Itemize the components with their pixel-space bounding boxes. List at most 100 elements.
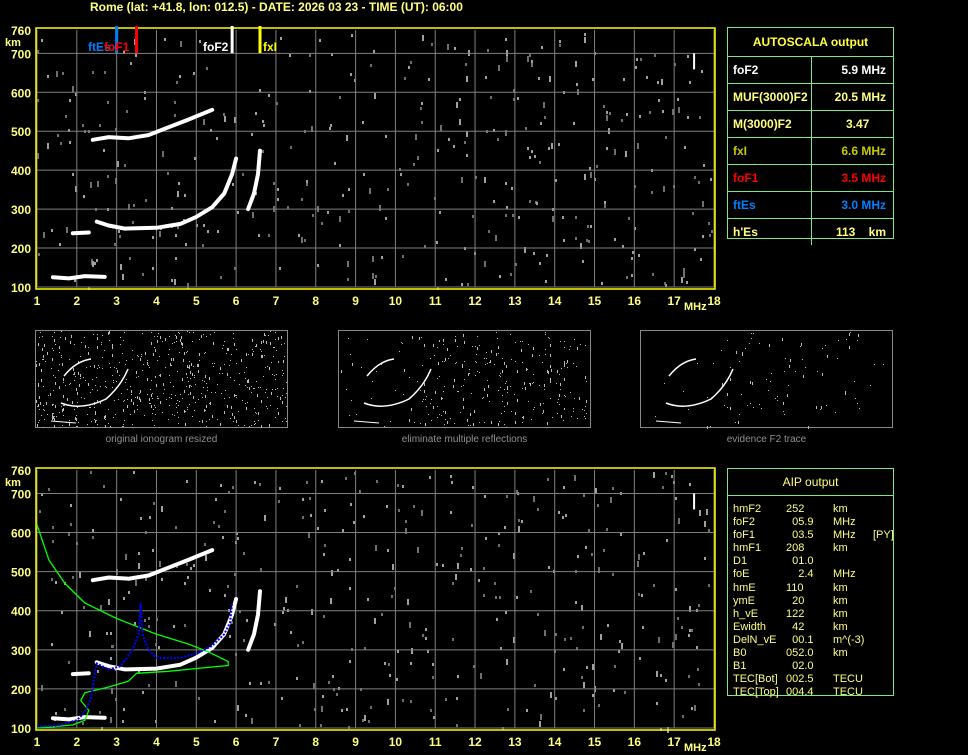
noise-dot <box>550 378 551 381</box>
y-tick-label: 760 <box>11 464 31 478</box>
autoscala-row: M(3000)F2 3.47 <box>728 111 893 138</box>
noise-dot <box>117 370 118 373</box>
noise-dot <box>285 597 287 603</box>
noise-dot <box>513 553 515 559</box>
noise-dot <box>198 697 200 700</box>
noise-dot <box>407 183 409 186</box>
noise-dot <box>745 348 746 349</box>
noise-dot <box>800 346 801 347</box>
noise-dot <box>128 591 130 594</box>
noise-dot <box>199 360 200 361</box>
noise-dot <box>270 331 271 332</box>
noise-dot <box>560 341 561 342</box>
noise-dot <box>443 411 444 412</box>
noise-dot <box>81 342 82 343</box>
noise-dot <box>540 122 542 125</box>
noise-dot <box>816 406 817 409</box>
noise-dot <box>567 360 568 363</box>
noise-dot <box>187 409 188 410</box>
noise-dot <box>439 211 441 214</box>
noise-dot <box>52 404 53 405</box>
autoscala-row: foF2 5.9 MHz <box>728 57 893 84</box>
noise-dot <box>282 611 284 614</box>
noise-dot <box>753 407 754 408</box>
aip-row: TEC[Bot] 002.5 TECU <box>733 673 894 686</box>
noise-dot <box>38 343 39 346</box>
aip-cell: 004.4 <box>786 686 814 699</box>
noise-dot <box>413 163 415 166</box>
noise-dot <box>347 278 349 281</box>
noise-dot <box>582 260 584 263</box>
noise-dot <box>724 405 725 406</box>
noise-dot <box>674 63 676 66</box>
noise-dot <box>77 402 78 403</box>
noise-dot <box>783 402 784 405</box>
noise-dot <box>233 333 234 334</box>
autoscala-row: fxI 6.6 MHz <box>728 138 893 165</box>
noise-dot <box>242 173 244 176</box>
noise-dot <box>550 380 551 383</box>
noise-dot <box>60 142 62 145</box>
noise-dot <box>179 333 180 334</box>
noise-dot <box>139 393 140 394</box>
noise-dot <box>123 51 125 54</box>
noise-dot <box>176 336 177 339</box>
noise-dot <box>275 339 276 340</box>
noise-dot <box>373 50 375 53</box>
noise-dot <box>244 372 245 373</box>
aip-cell: h_vE <box>733 607 759 620</box>
noise-dot <box>52 413 53 416</box>
noise-dot <box>850 332 851 333</box>
noise-dot <box>689 606 691 612</box>
noise-dot <box>857 340 858 341</box>
noise-dot <box>364 715 366 721</box>
noise-dot <box>189 385 190 388</box>
noise-dot <box>73 374 74 375</box>
noise-dot <box>54 425 55 428</box>
noise-dot <box>422 35 424 41</box>
noise-dot <box>254 424 255 425</box>
noise-dot <box>845 391 846 394</box>
noise-dot <box>575 237 577 240</box>
noise-dot <box>152 398 153 399</box>
noise-dot <box>187 351 188 352</box>
noise-dot <box>191 386 192 387</box>
noise-dot <box>410 61 412 64</box>
noise-dot <box>217 419 218 420</box>
noise-dot <box>88 352 89 355</box>
noise-dot <box>152 549 154 552</box>
y-tick-label: 100 <box>11 281 31 295</box>
noise-dot <box>53 390 54 391</box>
echo-trace-x <box>246 148 262 212</box>
noise-dot <box>464 379 465 380</box>
noise-dot <box>114 243 116 246</box>
noise-dot <box>397 650 399 653</box>
noise-dot <box>505 611 507 614</box>
noise-dot <box>439 340 440 341</box>
noise-dot <box>584 37 586 43</box>
noise-dot <box>45 361 46 362</box>
noise-dot <box>83 195 85 198</box>
noise-dot <box>442 361 443 362</box>
aip-row: foF2 05.9 MHz <box>733 516 894 529</box>
noise-dot <box>90 366 91 367</box>
noise-dot <box>456 362 457 363</box>
noise-dot <box>483 397 484 398</box>
param-value: 113 km <box>835 225 886 239</box>
noise-dot <box>69 423 70 426</box>
noise-dot <box>237 705 239 711</box>
noise-dot <box>665 284 667 287</box>
noise-dot <box>249 426 250 427</box>
noise-dot <box>127 405 128 408</box>
noise-dot <box>57 134 59 137</box>
noise-dot <box>171 207 173 210</box>
noise-dot <box>37 50 39 53</box>
noise-dot <box>751 333 752 334</box>
noise-dot <box>327 211 329 214</box>
noise-dot <box>156 618 158 621</box>
noise-dot <box>534 155 536 158</box>
noise-dot <box>220 423 221 426</box>
noise-dot <box>97 368 98 369</box>
noise-dot <box>155 349 156 352</box>
noise-dot <box>227 405 228 408</box>
